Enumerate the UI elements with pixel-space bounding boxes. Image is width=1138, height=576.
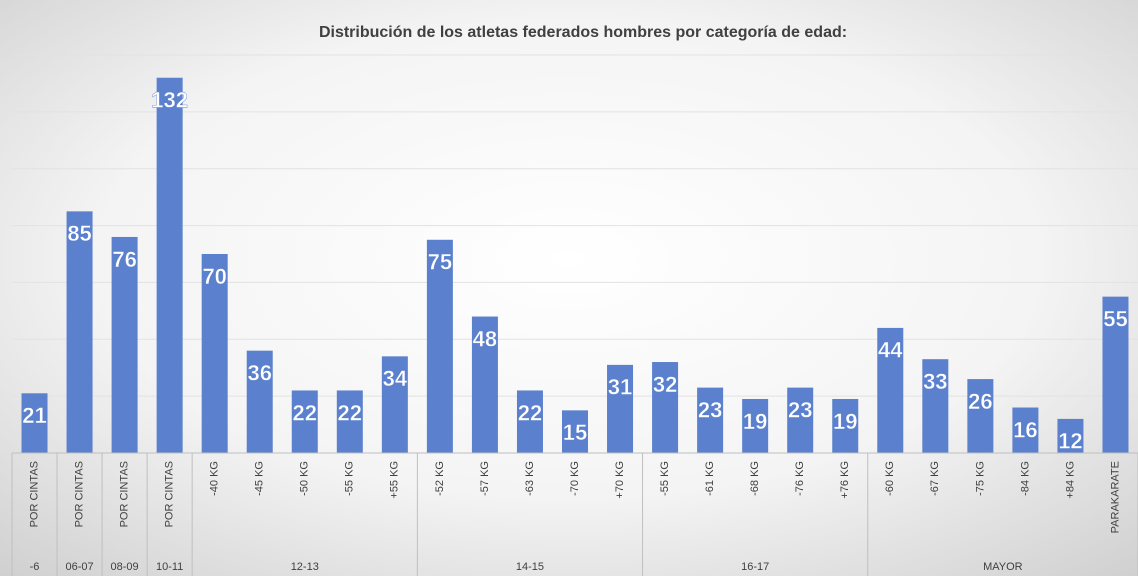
data-label: 75 [428, 250, 452, 275]
group-label: 14-15 [516, 561, 544, 573]
bar [381, 356, 408, 453]
data-label: 36 [247, 360, 271, 385]
x-tick-label: -45 KG [254, 461, 266, 496]
x-tick-label: POR CINTAS [73, 461, 85, 527]
bar [336, 390, 363, 453]
data-label: 22 [518, 400, 542, 425]
x-tick-label: POR CINTAS [119, 461, 131, 527]
bar [607, 364, 634, 453]
data-label: 132 [151, 88, 188, 113]
bar [877, 327, 904, 453]
bar [426, 239, 453, 453]
data-label: 23 [698, 397, 722, 422]
bar [201, 254, 228, 453]
group-label: 12-13 [291, 561, 319, 573]
group-label: MAYOR [983, 561, 1023, 573]
bar [1012, 407, 1039, 453]
x-tick-label: -75 KG [974, 461, 986, 496]
x-tick-label: -63 KG [524, 461, 536, 496]
x-tick-label: -40 KG [209, 461, 221, 496]
x-tick-label: -84 KG [1019, 461, 1031, 496]
x-tick-label: -67 KG [929, 461, 941, 496]
data-label: 31 [608, 375, 632, 400]
x-tick-label: +84 KG [1064, 461, 1076, 499]
bar [111, 236, 138, 453]
x-tick-label: POR CINTAS [164, 461, 176, 527]
group-label: 10-11 [156, 561, 183, 573]
group-label: -6 [30, 561, 40, 573]
bar [66, 211, 93, 453]
data-label: 26 [968, 389, 992, 414]
x-tick-label: -50 KG [299, 461, 311, 496]
x-tick-label: -60 KG [884, 461, 896, 496]
data-label: 19 [833, 409, 857, 434]
bar [562, 410, 588, 453]
x-tick-label: -68 KG [749, 461, 761, 496]
bar [652, 362, 679, 453]
bar [787, 387, 814, 453]
data-label: 76 [112, 247, 136, 272]
x-tick-label: -52 KG [434, 461, 446, 496]
bar [967, 379, 994, 453]
x-tick-label: -55 KG [344, 461, 356, 496]
bar [291, 390, 318, 453]
bar [832, 398, 859, 453]
data-label: 33 [923, 369, 947, 394]
x-tick-label: +76 KG [839, 461, 851, 499]
group-label: 08-09 [111, 561, 139, 573]
data-label: 85 [67, 221, 91, 246]
x-tick-label: +55 KG [389, 461, 401, 499]
bar [1057, 418, 1084, 453]
x-tick-label: PARAKARATE [1109, 461, 1121, 533]
bar [471, 316, 498, 453]
bar [156, 77, 183, 453]
x-tick-label: -61 KG [704, 461, 716, 496]
bar [742, 398, 769, 453]
data-label: 48 [473, 326, 497, 351]
data-label: 15 [563, 420, 587, 445]
data-label: 16 [1013, 417, 1037, 442]
x-tick-label: -76 KG [794, 461, 806, 496]
data-label: 22 [338, 400, 362, 425]
bar [1102, 296, 1129, 453]
bar [697, 387, 724, 453]
bar [516, 390, 543, 453]
data-label: 22 [293, 400, 317, 425]
x-tick-label: -57 KG [479, 461, 491, 496]
data-label: 55 [1103, 306, 1127, 331]
x-tick-label: POR CINTAS [28, 461, 40, 527]
data-label: 12 [1058, 429, 1082, 454]
chart-title: Distribución de los atletas federados ho… [319, 24, 847, 41]
group-label: 06-07 [65, 561, 93, 573]
bar [246, 350, 273, 453]
data-label: 19 [743, 409, 767, 434]
x-tick-label: +70 KG [614, 461, 626, 499]
data-label: 70 [202, 264, 226, 289]
group-label: 16-17 [741, 561, 769, 573]
data-label: 32 [653, 372, 677, 397]
data-label: 23 [788, 397, 812, 422]
x-tick-label: -70 KG [569, 461, 581, 496]
bar [21, 393, 48, 453]
data-label: 34 [383, 366, 408, 391]
x-tick-label: -55 KG [659, 461, 671, 496]
data-label: 44 [878, 338, 903, 363]
bar [922, 359, 949, 453]
data-label: 21 [22, 403, 46, 428]
